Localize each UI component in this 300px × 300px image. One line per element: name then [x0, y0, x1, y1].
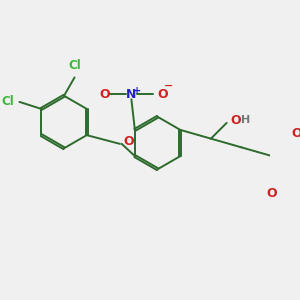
Text: O: O: [124, 135, 134, 148]
Text: O: O: [267, 187, 278, 200]
Text: H: H: [241, 115, 250, 125]
Text: O: O: [158, 88, 168, 100]
Text: N: N: [126, 88, 136, 100]
Text: Cl: Cl: [2, 95, 14, 108]
Text: −: −: [164, 81, 173, 91]
Text: O: O: [99, 88, 110, 100]
Text: Cl: Cl: [68, 59, 81, 72]
Text: +: +: [134, 85, 142, 95]
Text: O: O: [291, 127, 300, 140]
Text: O: O: [230, 114, 241, 127]
